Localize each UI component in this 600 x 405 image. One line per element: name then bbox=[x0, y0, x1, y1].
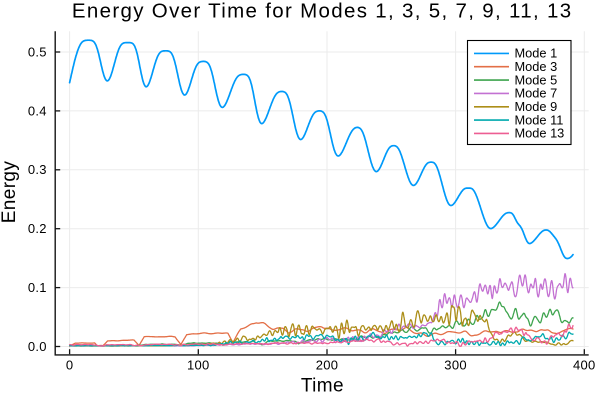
svg-text:100: 100 bbox=[187, 358, 210, 373]
svg-text:200: 200 bbox=[316, 358, 339, 373]
svg-text:300: 300 bbox=[444, 358, 467, 373]
svg-text:Mode 11: Mode 11 bbox=[515, 112, 564, 127]
svg-text:Energy Over Time for Modes 1,: Energy Over Time for Modes 1, 3, 5, 7, 9… bbox=[72, 0, 573, 23]
svg-text:Energy: Energy bbox=[0, 161, 20, 224]
svg-text:Mode 7: Mode 7 bbox=[515, 86, 558, 101]
svg-text:0.5: 0.5 bbox=[28, 44, 47, 59]
svg-text:0.4: 0.4 bbox=[28, 103, 47, 118]
svg-text:Mode 5: Mode 5 bbox=[515, 72, 558, 87]
svg-text:Mode 13: Mode 13 bbox=[515, 126, 565, 141]
svg-text:Mode 3: Mode 3 bbox=[515, 59, 558, 74]
svg-text:Mode 9: Mode 9 bbox=[515, 99, 558, 114]
svg-text:Time: Time bbox=[301, 375, 344, 396]
svg-text:0.0: 0.0 bbox=[28, 339, 47, 354]
svg-text:0.1: 0.1 bbox=[28, 280, 47, 295]
svg-text:400: 400 bbox=[573, 358, 596, 373]
svg-text:0.3: 0.3 bbox=[28, 162, 47, 177]
svg-text:0.2: 0.2 bbox=[28, 221, 47, 236]
svg-text:0: 0 bbox=[66, 358, 74, 373]
svg-text:Mode 1: Mode 1 bbox=[515, 46, 558, 61]
